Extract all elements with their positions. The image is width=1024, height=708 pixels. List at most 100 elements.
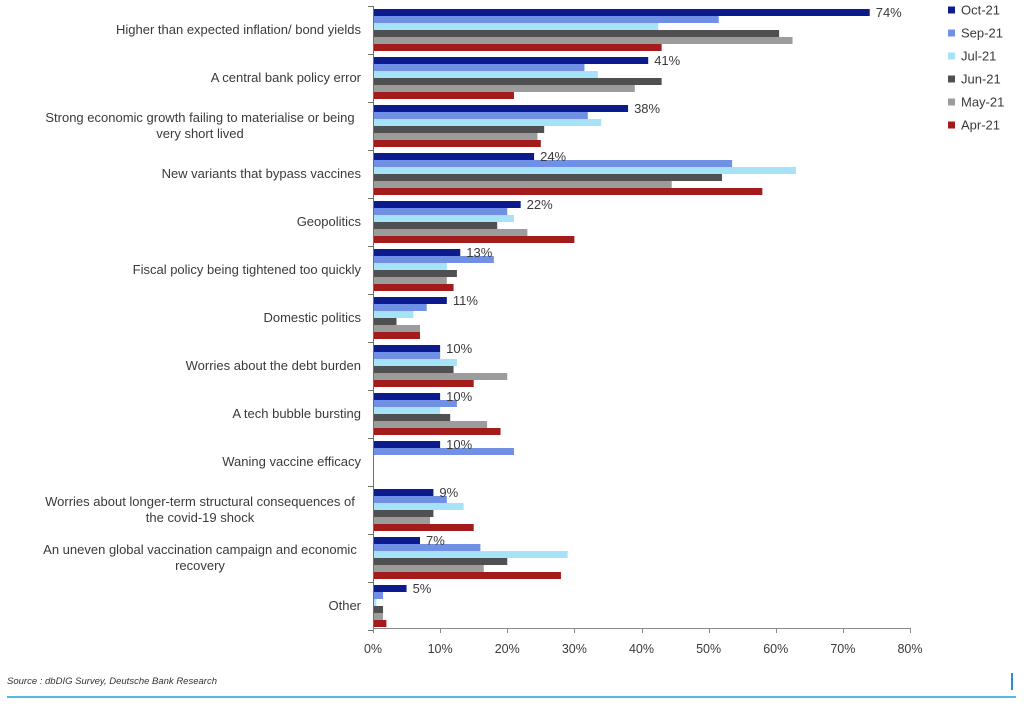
legend-label: Jun-21 (961, 72, 1001, 87)
bar-may-21-13 (373, 613, 384, 620)
legend-swatch (948, 52, 955, 60)
data-label: 10% (446, 437, 472, 452)
bar-jul-21-9 (373, 407, 441, 414)
bar-sep-21-4 (373, 160, 733, 167)
bar-apr-21-8 (373, 380, 474, 387)
category-label-row: Other (0, 598, 361, 614)
data-label: 22% (527, 197, 553, 212)
x-tick-label: 30% (562, 642, 587, 656)
bar-oct-21-10 (373, 441, 441, 448)
bar-apr-21-9 (373, 428, 501, 435)
bar-sep-21-1 (373, 16, 719, 23)
bar-apr-21-7 (373, 332, 420, 339)
bar-apr-21-11 (373, 524, 474, 531)
legend-item-jun-21: Jun-21 (948, 72, 1001, 87)
bar-jun-21-8 (373, 366, 454, 373)
category-label-row: A tech bubble bursting (0, 406, 361, 422)
legend-item-sep-21: Sep-21 (948, 26, 1003, 41)
bar-sep-21-11 (373, 496, 447, 503)
bar-oct-21-13 (373, 585, 407, 592)
data-label: 38% (634, 101, 660, 116)
category-label-row: Fiscal policy being tightened too quickl… (0, 262, 361, 278)
bar-oct-21-8 (373, 345, 441, 352)
data-label: 10% (446, 341, 472, 356)
legend-swatch (948, 29, 955, 37)
category-label: Domestic politics (263, 310, 361, 325)
x-tick-label: 70% (830, 642, 855, 656)
bar-oct-21-6 (373, 249, 461, 256)
bar-oct-21-11 (373, 489, 434, 496)
bar-oct-21-4 (373, 153, 535, 160)
category-label-row: Higher than expected inflation/ bond yie… (0, 22, 361, 38)
bar-jul-21-13 (373, 599, 377, 606)
x-tick-label: 50% (696, 642, 721, 656)
category-label-row: A central bank policy error (0, 70, 361, 86)
category-label-row: Worries about the debt burden (0, 358, 361, 374)
bar-may-21-4 (373, 181, 672, 188)
legend-label: Sep-21 (961, 26, 1003, 41)
bar-oct-21-5 (373, 201, 521, 208)
legend: Oct-21 Sep-21 Jul-21 Jun-21 May-21 Apr-21 (948, 3, 1004, 133)
bar-jun-21-5 (373, 222, 498, 229)
bar-jun-21-3 (373, 126, 545, 133)
bar-sep-21-12 (373, 544, 481, 551)
bar-jul-21-5 (373, 215, 514, 222)
bar-jun-21-13 (373, 606, 384, 613)
bar-apr-21-13 (373, 620, 387, 627)
bar-sep-21-13 (373, 592, 384, 599)
bar-jul-21-8 (373, 359, 457, 366)
legend-swatch (948, 75, 955, 83)
bar-may-21-6 (373, 277, 447, 284)
bar-jun-21-4 (373, 174, 723, 181)
category-label: A tech bubble bursting (232, 406, 361, 421)
bar-sep-21-10 (373, 448, 514, 455)
bar-apr-21-1 (373, 44, 662, 51)
category-axis-labels: Higher than expected inflation/ bond yie… (0, 0, 370, 708)
bar-jul-21-3 (373, 119, 602, 126)
category-label: Strong economic growth failing to materi… (45, 110, 355, 141)
bar-jul-21-2 (373, 71, 598, 78)
legend-label: Jul-21 (961, 49, 996, 64)
legend-item-apr-21: Apr-21 (948, 118, 1000, 133)
category-label: Other (328, 598, 361, 613)
legend-item-jul-21: Jul-21 (948, 49, 996, 64)
axes: 0% 10% 20% 30% 40% 50% 60% 70% 80% (364, 6, 923, 656)
bar-oct-21-2 (373, 57, 649, 64)
footer-marker (1011, 673, 1013, 690)
legend-label: May-21 (961, 95, 1004, 110)
bar-may-21-8 (373, 373, 508, 380)
data-label: 9% (439, 485, 458, 500)
bar-jun-21-1 (373, 30, 780, 37)
bar-oct-21-9 (373, 393, 441, 400)
category-label: A central bank policy error (210, 70, 361, 85)
bar-oct-21-1 (373, 9, 870, 16)
bar-jul-21-1 (373, 23, 659, 30)
data-label: 5% (413, 581, 432, 596)
bar-may-21-12 (373, 565, 484, 572)
category-label-row: New variants that bypass vaccines (0, 166, 361, 182)
bar-sep-21-2 (373, 64, 585, 71)
data-label: 74% (876, 5, 902, 20)
bar-sep-21-8 (373, 352, 441, 359)
legend-label: Oct-21 (961, 3, 1000, 18)
legend-swatch (948, 6, 955, 14)
bars (373, 9, 870, 627)
bar-apr-21-12 (373, 572, 561, 579)
footer-rule (7, 696, 1016, 698)
data-label: 13% (466, 245, 492, 260)
bar-sep-21-9 (373, 400, 457, 407)
bar-may-21-3 (373, 133, 538, 140)
category-label-row: Domestic politics (0, 310, 361, 326)
category-label: Waning vaccine efficacy (222, 454, 361, 469)
category-label-row: Waning vaccine efficacy (0, 454, 361, 470)
bar-sep-21-5 (373, 208, 508, 215)
bar-apr-21-5 (373, 236, 575, 243)
legend-label: Apr-21 (961, 118, 1000, 133)
bar-jun-21-11 (373, 510, 434, 517)
data-labels: 74% 41% 38% 24% 22% 13% 11% 10% 10% 10% 9% 7% 5% (413, 5, 903, 596)
bar-oct-21-12 (373, 537, 420, 544)
data-label: 24% (540, 149, 566, 164)
bar-jun-21-12 (373, 558, 508, 565)
x-tick-label: 80% (897, 642, 922, 656)
